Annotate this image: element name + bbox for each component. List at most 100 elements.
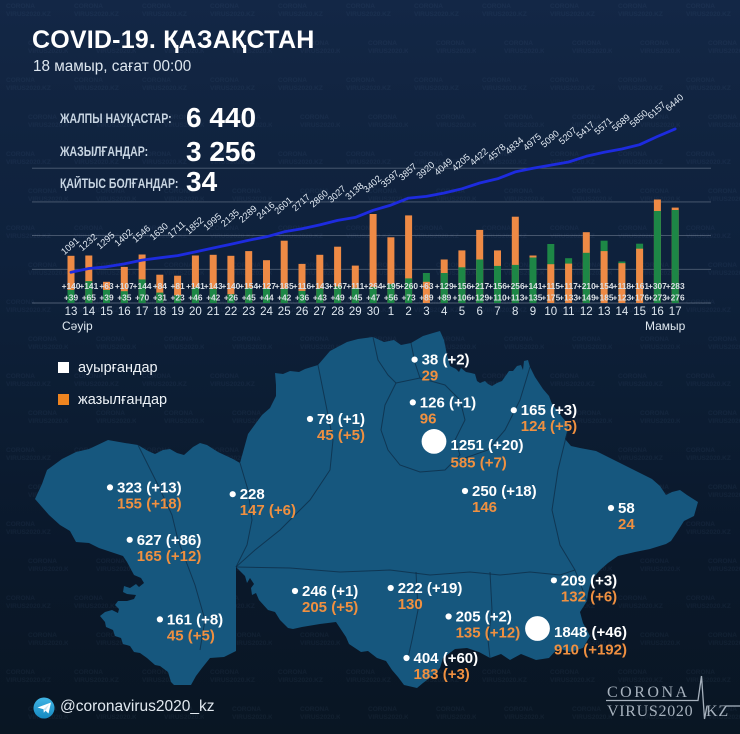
svg-text:+143: +143: [204, 281, 223, 291]
svg-text:KZ: KZ: [706, 703, 729, 720]
svg-text:+84: +84: [153, 281, 168, 291]
svg-text:+161: +161: [630, 281, 649, 291]
svg-text:+45: +45: [242, 293, 257, 303]
svg-text:+63: +63: [419, 281, 434, 291]
svg-text:1848 (+46): 1848 (+46): [554, 624, 627, 641]
svg-text:+185: +185: [275, 281, 294, 291]
svg-text:+43: +43: [313, 293, 328, 303]
svg-text:24: 24: [618, 516, 635, 533]
svg-text:45 (+5): 45 (+5): [317, 427, 365, 444]
svg-text:26: 26: [296, 306, 309, 318]
svg-text:+135: +135: [524, 293, 543, 303]
svg-text:+73: +73: [401, 293, 416, 303]
svg-text:+156: +156: [488, 281, 507, 291]
svg-text:+116: +116: [293, 281, 312, 291]
svg-text:7: 7: [494, 306, 500, 318]
svg-text:13: 13: [65, 306, 78, 318]
svg-text:19: 19: [171, 306, 184, 318]
svg-text:9: 9: [530, 306, 536, 318]
svg-text:126 (+1): 126 (+1): [420, 394, 476, 411]
svg-text:+149: +149: [577, 293, 596, 303]
svg-text:14: 14: [616, 306, 629, 318]
svg-text:30: 30: [367, 306, 380, 318]
svg-text:16: 16: [651, 306, 664, 318]
svg-text:17: 17: [669, 306, 682, 318]
svg-text:165 (+3): 165 (+3): [521, 402, 577, 419]
svg-text:+47: +47: [366, 293, 381, 303]
svg-text:+256: +256: [506, 281, 525, 291]
svg-text:404 (+60): 404 (+60): [414, 650, 479, 667]
svg-text:+175: +175: [541, 293, 560, 303]
svg-text:28: 28: [331, 306, 344, 318]
svg-text:+63: +63: [99, 281, 114, 291]
svg-text:+44: +44: [259, 293, 274, 303]
svg-text:585 (+7): 585 (+7): [451, 454, 507, 471]
svg-text:155 (+18): 155 (+18): [117, 495, 182, 512]
svg-text:58: 58: [618, 500, 635, 517]
svg-text:+39: +39: [99, 293, 114, 303]
svg-text:+141: +141: [79, 281, 98, 291]
svg-text:+46: +46: [188, 293, 203, 303]
svg-text:+118: +118: [613, 281, 632, 291]
svg-text:+260: +260: [399, 281, 418, 291]
svg-text:132 (+6): 132 (+6): [561, 588, 617, 605]
svg-text:29: 29: [422, 368, 439, 385]
svg-text:+36: +36: [295, 293, 310, 303]
svg-text:27: 27: [313, 306, 326, 318]
svg-text:+176: +176: [630, 293, 649, 303]
svg-text:+140: +140: [62, 281, 81, 291]
svg-text:23: 23: [242, 306, 255, 318]
svg-text:+167: +167: [328, 281, 347, 291]
svg-text:+133: +133: [559, 293, 578, 303]
svg-text:161 (+8): 161 (+8): [167, 611, 223, 628]
svg-text:+107: +107: [115, 281, 134, 291]
svg-text:+65: +65: [82, 293, 97, 303]
svg-text:+45: +45: [348, 293, 363, 303]
svg-text:+127: +127: [257, 281, 276, 291]
svg-text:+106: +106: [452, 293, 471, 303]
svg-text:+143: +143: [310, 281, 329, 291]
svg-text:250 (+18): 250 (+18): [472, 483, 537, 500]
svg-text:10: 10: [544, 306, 557, 318]
svg-text:24: 24: [260, 306, 273, 318]
svg-text:124 (+5): 124 (+5): [521, 418, 577, 435]
svg-text:+185: +185: [595, 293, 614, 303]
svg-text:+129: +129: [470, 293, 489, 303]
svg-text:Мамыр: Мамыр: [645, 319, 686, 333]
svg-text:+113: +113: [506, 293, 525, 303]
svg-text:11: 11: [563, 306, 575, 318]
svg-text:+217: +217: [470, 281, 489, 291]
svg-text:+49: +49: [330, 293, 345, 303]
svg-text:+89: +89: [419, 293, 434, 303]
svg-text:146: 146: [472, 499, 497, 516]
svg-text:1: 1: [388, 306, 394, 318]
svg-text:183 (+3): 183 (+3): [414, 666, 470, 683]
svg-text:+115: +115: [542, 281, 561, 291]
svg-text:+89: +89: [437, 293, 452, 303]
svg-text:910 (+192): 910 (+192): [554, 642, 627, 659]
svg-text:+144: +144: [133, 281, 152, 291]
svg-text:15: 15: [100, 306, 113, 318]
svg-text:3: 3: [423, 306, 429, 318]
svg-text:+276: +276: [666, 293, 685, 303]
svg-text:209 (+3): 209 (+3): [561, 572, 617, 589]
svg-text:+42: +42: [206, 293, 221, 303]
svg-text:45 (+5): 45 (+5): [167, 627, 215, 644]
svg-text:+129: +129: [435, 281, 454, 291]
svg-text:+35: +35: [117, 293, 132, 303]
svg-text:Сәуір: Сәуір: [62, 319, 93, 333]
svg-text:+141: +141: [524, 281, 543, 291]
svg-text:+283: +283: [666, 281, 685, 291]
svg-text:22: 22: [225, 306, 238, 318]
svg-text:+210: +210: [577, 281, 596, 291]
svg-text:222 (+19): 222 (+19): [398, 580, 463, 597]
svg-text:+39: +39: [64, 293, 79, 303]
svg-text:135 (+12): 135 (+12): [456, 625, 521, 642]
svg-text:+111: +111: [346, 281, 364, 291]
svg-text:+195: +195: [381, 281, 400, 291]
svg-text:1251 (+20): 1251 (+20): [451, 437, 524, 454]
svg-text:13: 13: [598, 306, 611, 318]
svg-text:+26: +26: [224, 293, 239, 303]
svg-text:4: 4: [441, 306, 448, 318]
svg-text:96: 96: [420, 410, 437, 427]
